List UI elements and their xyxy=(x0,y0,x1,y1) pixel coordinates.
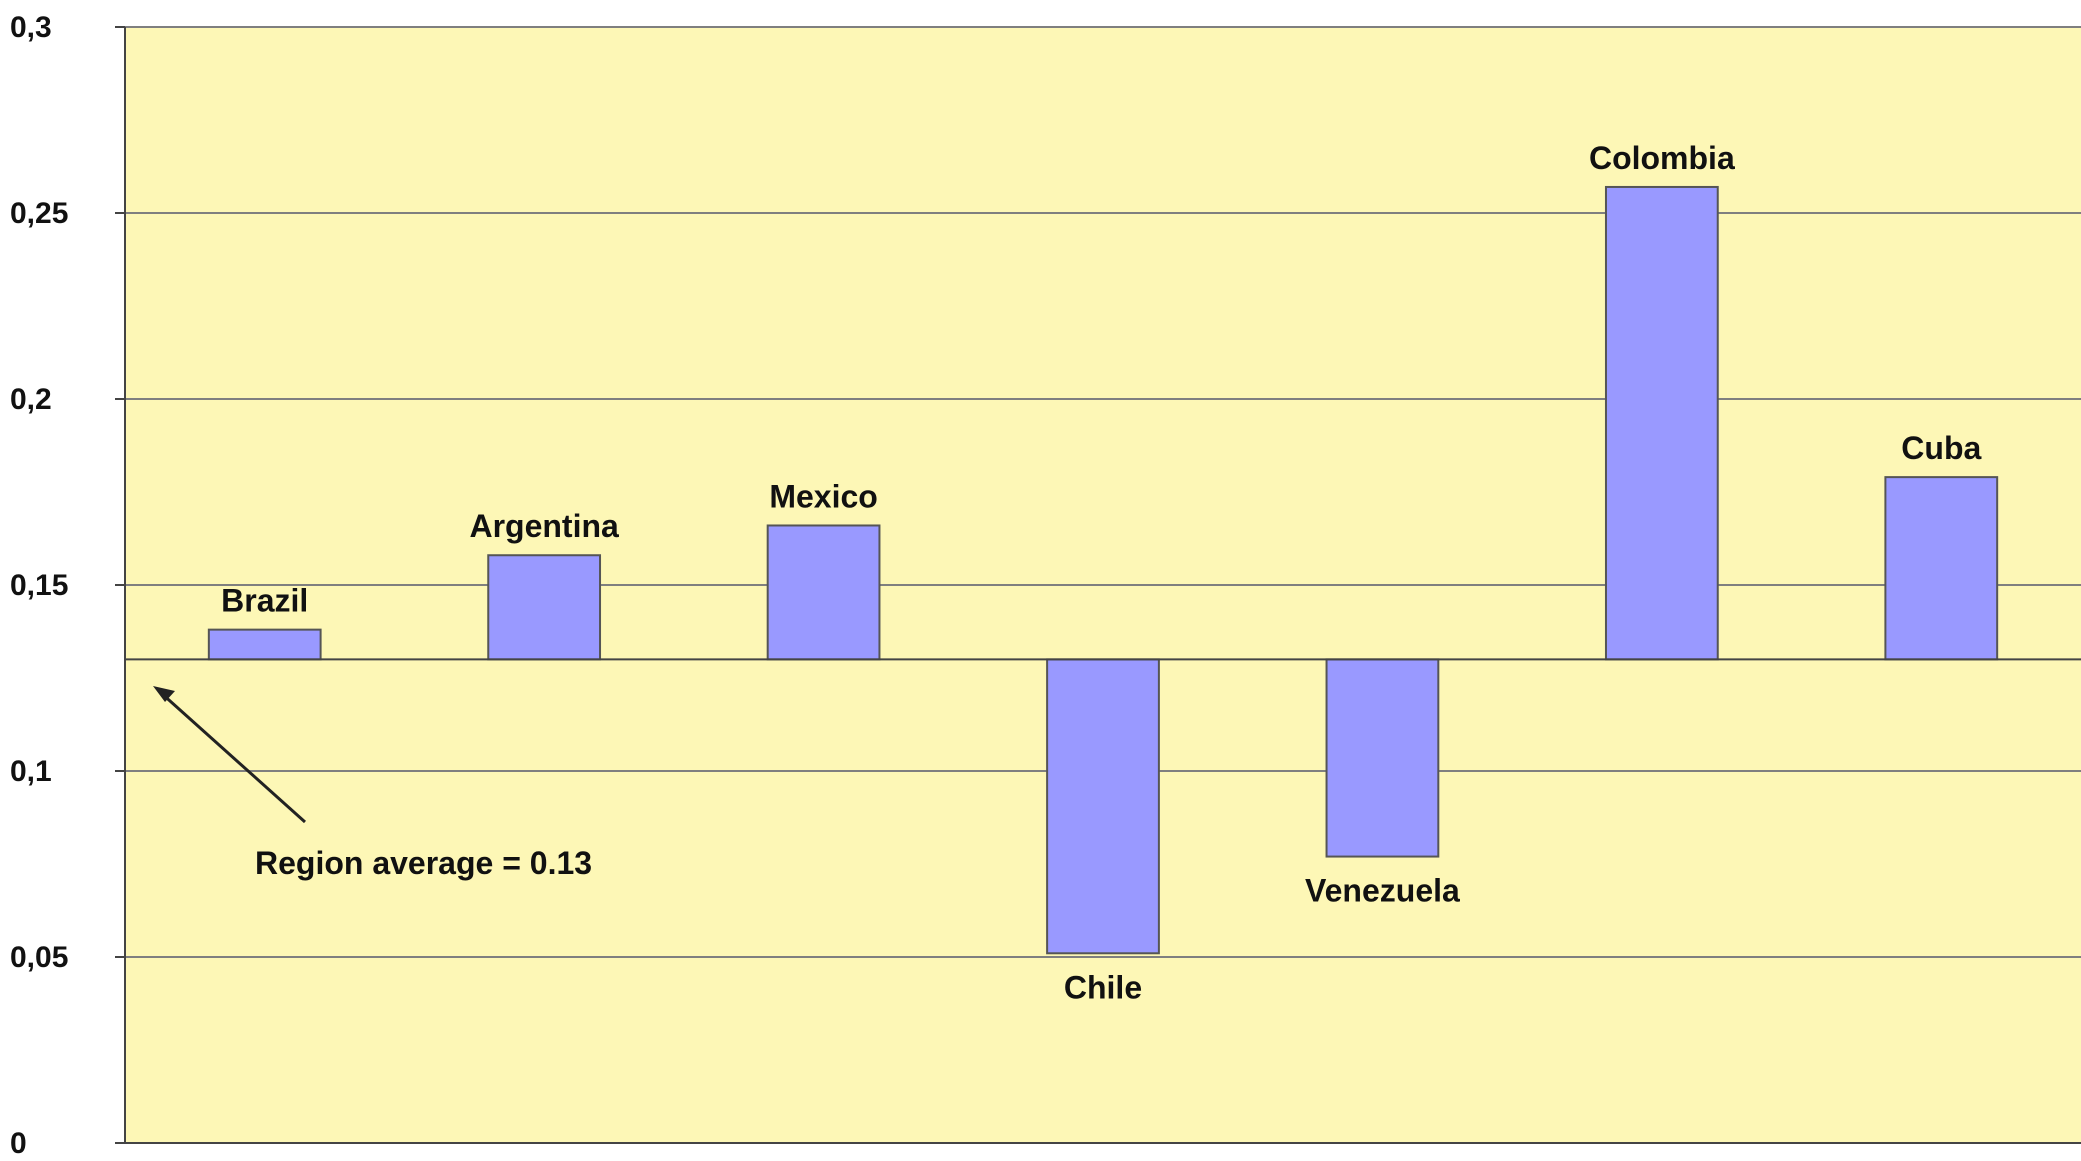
y-tick-label: 0,25 xyxy=(10,197,68,230)
annotation-arrow-shaft xyxy=(158,690,307,824)
y-tick-label: 0 xyxy=(10,1127,27,1160)
y-tick-label: 0,3 xyxy=(10,11,52,44)
bar-argentina xyxy=(487,554,602,661)
bar-label-argentina: Argentina xyxy=(469,508,619,544)
bar-cuba xyxy=(1884,476,1999,661)
y-tick-label: 0,2 xyxy=(10,383,52,416)
bar-label-colombia: Colombia xyxy=(1589,140,1735,176)
y-axis-tick-labels: 0 0,05 0,1 0,15 0,2 0,25 0,3 xyxy=(10,11,125,1160)
bars xyxy=(207,185,1999,955)
bar-label-cuba: Cuba xyxy=(1901,430,1981,466)
annotation-text: Region average = 0.13 xyxy=(255,845,592,881)
bar-label-brazil: Brazil xyxy=(221,583,308,619)
bar-brazil xyxy=(207,628,322,661)
bar-venezuela xyxy=(1325,658,1440,858)
bar-mexico xyxy=(766,524,881,661)
bar-colombia xyxy=(1604,185,1719,661)
bar-label-venezuela: Venezuela xyxy=(1305,873,1460,909)
annotation-arrowhead xyxy=(153,686,175,702)
bar-chile xyxy=(1046,658,1160,955)
y-tick-label: 0,1 xyxy=(10,755,52,788)
bar-label-chile: Chile xyxy=(1064,969,1142,1005)
y-tick-label: 0,05 xyxy=(10,941,68,974)
annotation: Region average = 0.13 xyxy=(153,686,592,881)
bar-label-mexico: Mexico xyxy=(769,478,877,514)
y-tick-label: 0,15 xyxy=(10,569,68,602)
category-labels: Brazil Argentina Mexico Chile Venezuela Colom… xyxy=(221,140,1981,1005)
